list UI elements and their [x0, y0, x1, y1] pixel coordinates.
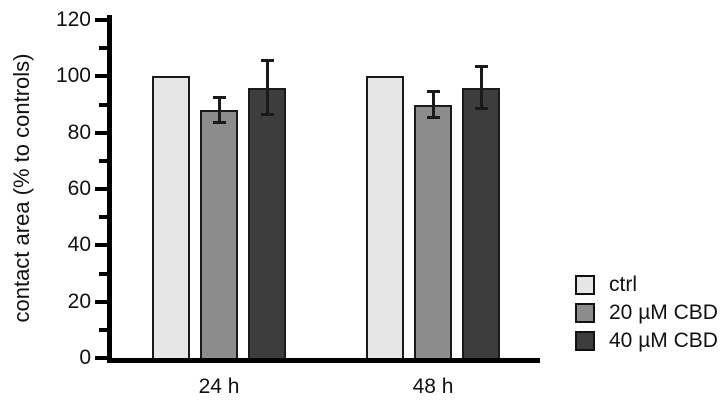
y-tick-major [95, 187, 107, 191]
x-axis-line [107, 358, 540, 363]
legend-swatch-icon [575, 331, 595, 351]
error-bar-cap-top [474, 65, 488, 69]
error-bar-cap-top [426, 90, 440, 94]
y-tick-minor [99, 46, 107, 51]
legend-swatch-icon [575, 275, 595, 295]
y-axis-line [107, 15, 112, 363]
y-tick-major [95, 243, 107, 248]
error-bar-cap-bottom [474, 107, 488, 111]
legend-label: 40 µM CBD [609, 329, 718, 352]
bar-ctrl-24-h [152, 76, 190, 360]
y-tick-major [95, 299, 107, 304]
bar-20-µm-cbd-48-h [414, 104, 452, 360]
y-tick-label: 40 [67, 233, 91, 257]
y-tick-minor [99, 271, 107, 276]
y-tick-label: 60 [67, 177, 91, 200]
error-bar-cap-bottom [426, 115, 440, 119]
error-bar-cap-top [260, 59, 274, 63]
y-tick-minor [99, 158, 107, 163]
error-bar-cap-bottom [212, 121, 226, 125]
legend-row: 20 µM CBD [575, 301, 718, 324]
y-tick-major [95, 130, 107, 135]
y-tick-major [95, 18, 107, 22]
legend-label: ctrl [609, 273, 637, 296]
x-category-label: 48 h [412, 375, 454, 398]
error-bar-line [479, 65, 483, 111]
bar-40-µm-cbd-24-h [248, 87, 286, 360]
error-bar-line [265, 59, 269, 116]
bar-ctrl-48-h [366, 76, 404, 360]
legend-row: ctrl [575, 273, 718, 296]
error-bar-cap-top [212, 96, 226, 100]
y-tick-label: 20 [67, 289, 91, 313]
x-category-label: 24 h [198, 375, 240, 398]
bar-40-µm-cbd-48-h [462, 87, 500, 360]
error-bar-line [217, 96, 221, 125]
legend: ctrl 20 µM CBD 40 µM CBD [575, 273, 718, 359]
error-bar-cap-bottom [260, 112, 274, 116]
y-tick-label: 120 [55, 8, 91, 31]
y-tick-minor [99, 327, 107, 332]
y-tick-minor [99, 215, 107, 220]
y-tick-label: 0 [79, 346, 91, 369]
y-tick-major [95, 74, 107, 79]
legend-swatch-icon [575, 303, 595, 323]
y-tick-label: 100 [55, 64, 91, 88]
bar-20-µm-cbd-24-h [200, 110, 238, 360]
y-tick-minor [99, 102, 107, 107]
legend-row: 40 µM CBD [575, 329, 718, 352]
y-tick-label: 80 [67, 120, 91, 144]
error-bar-line [431, 90, 435, 119]
legend-label: 20 µM CBD [609, 301, 718, 324]
y-tick-major [95, 356, 107, 360]
